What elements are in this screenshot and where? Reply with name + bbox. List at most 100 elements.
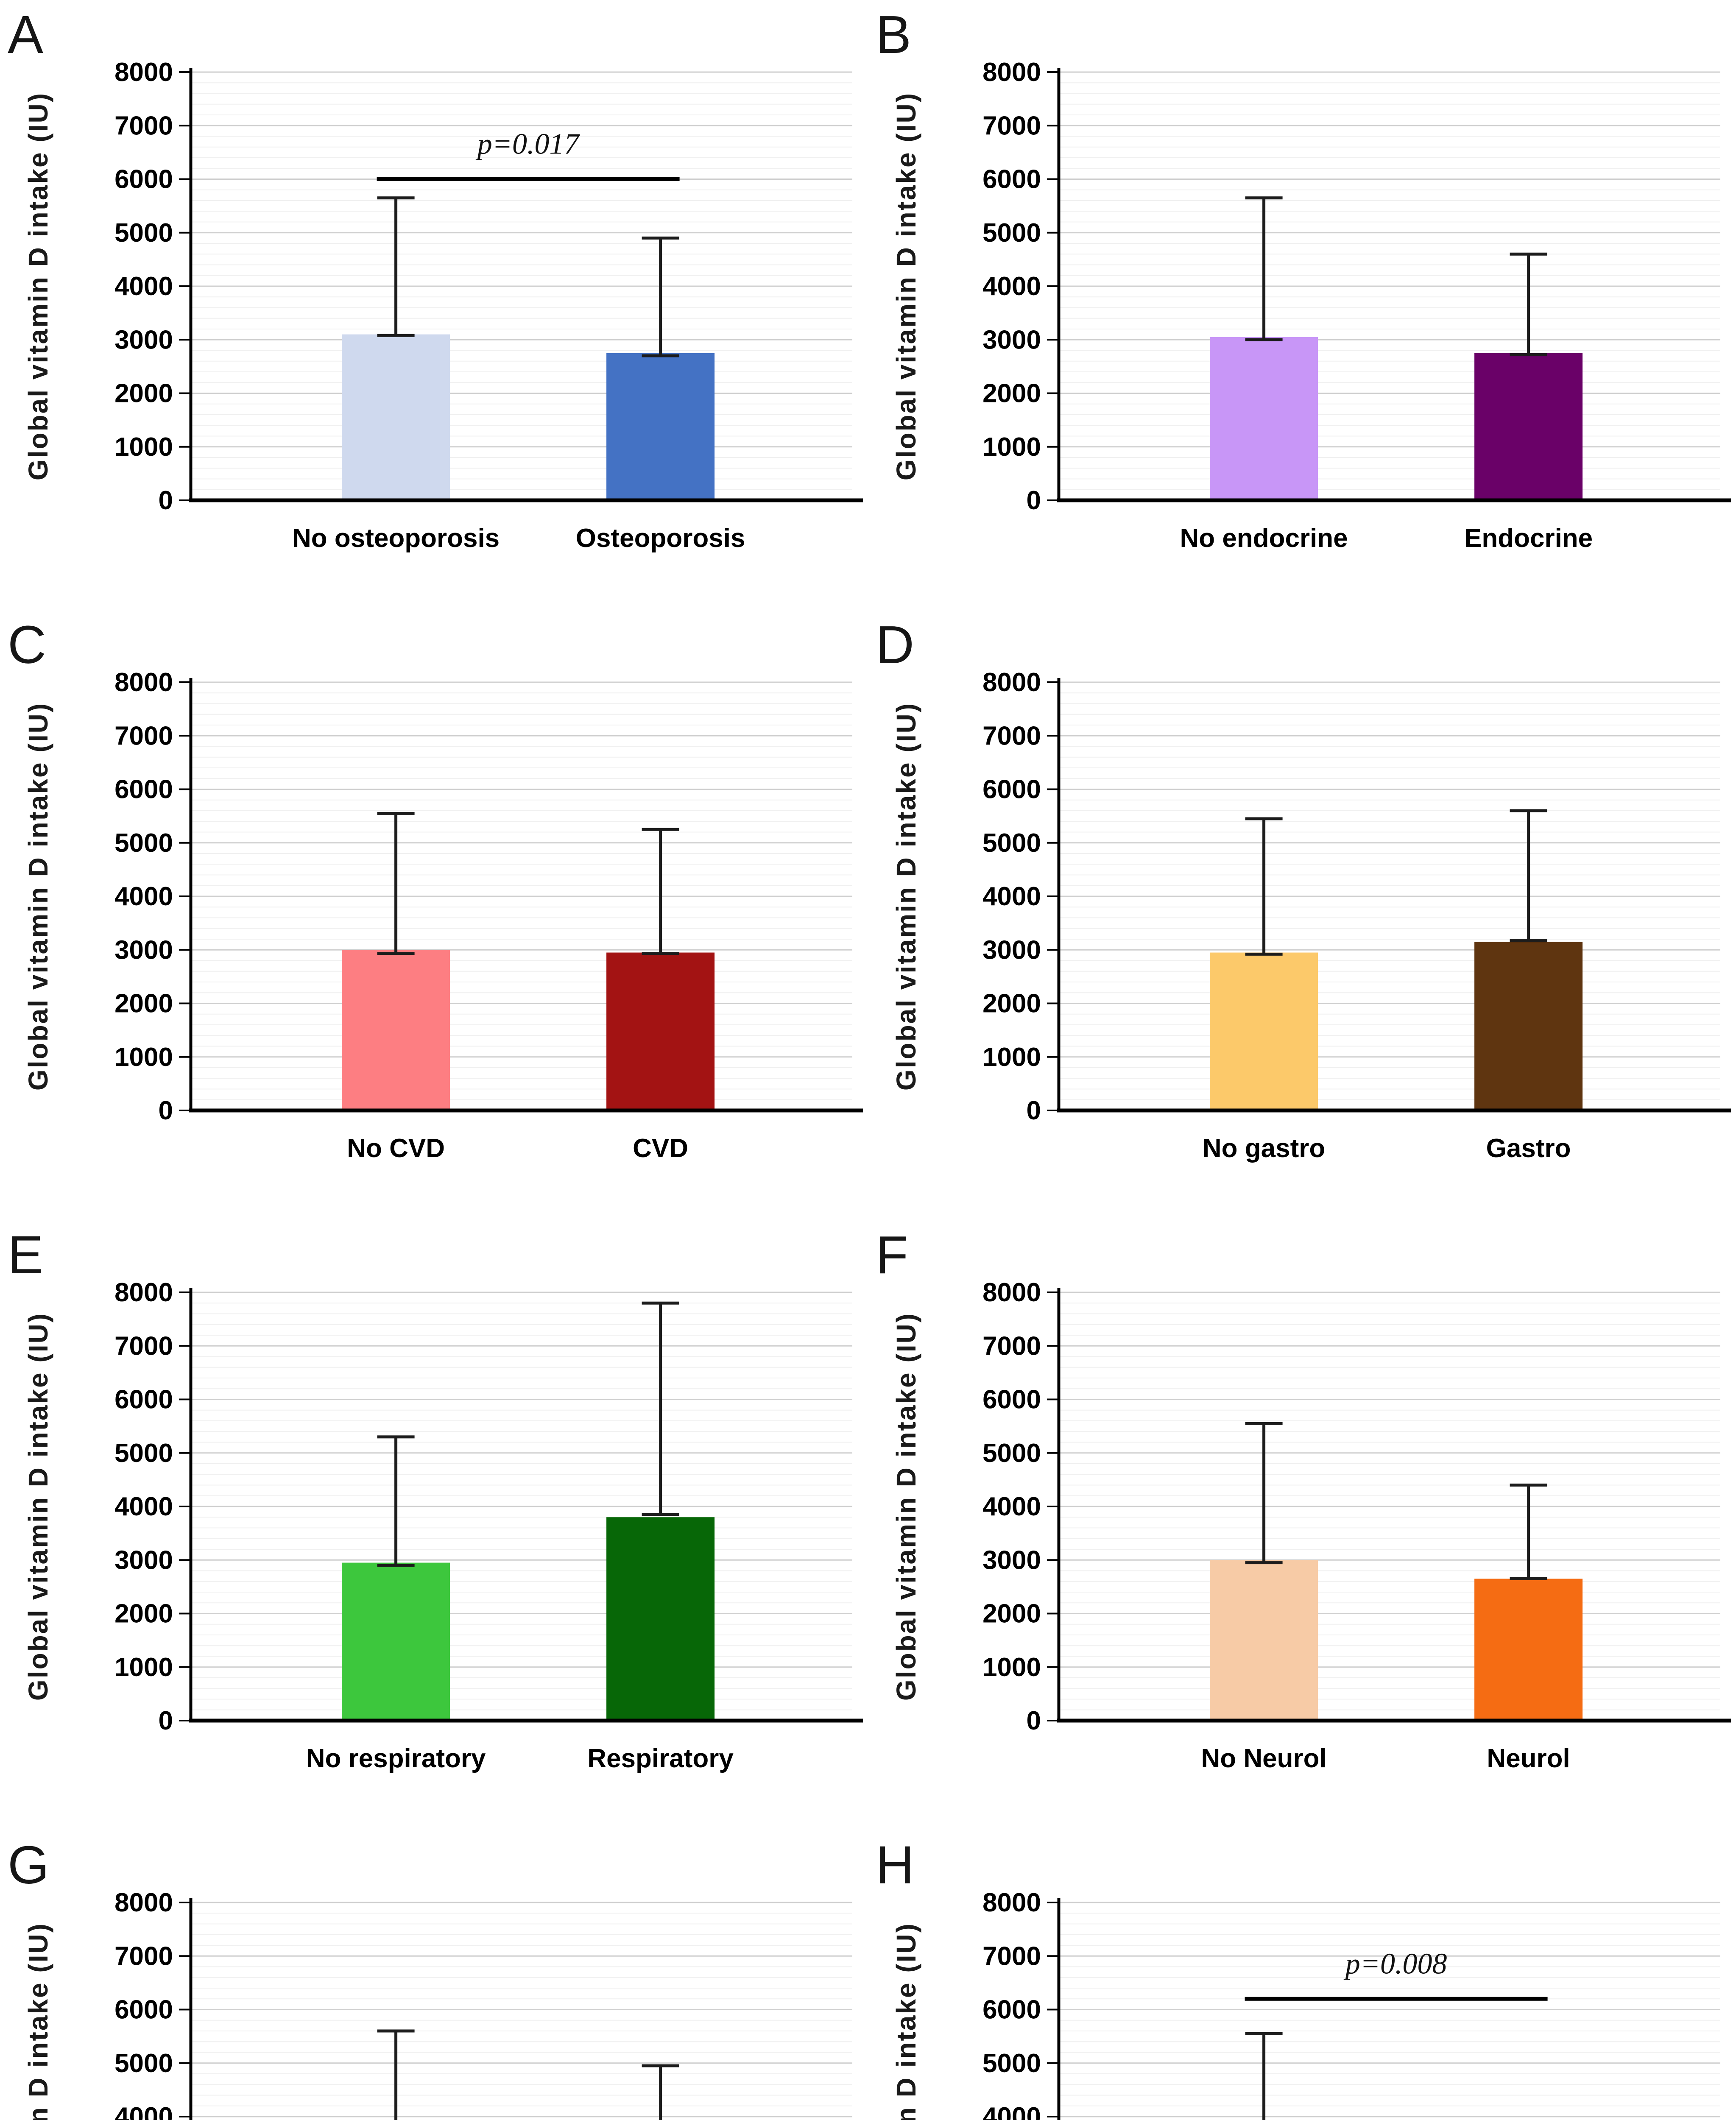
category-label: Respiratory <box>587 1744 734 1773</box>
y-tick-label: 5000 <box>114 2049 173 2078</box>
y-tick-label: 2000 <box>982 1599 1041 1629</box>
y-tick-label: 1000 <box>982 1653 1041 1682</box>
panel-letter: G <box>8 1835 49 1895</box>
panel-chart-a: A Global vitamin D intake (IU) 0 1000 2000 30… <box>8 5 863 553</box>
y-tick-label: 8000 <box>114 58 173 87</box>
p-value-label: p=0.017 <box>475 128 581 161</box>
y-tick-label: 8000 <box>982 668 1041 697</box>
panel-a: A Global vitamin D intake (IU) 0 1000 2000 30… <box>0 0 868 610</box>
bar-neurol <box>1474 1579 1583 1721</box>
y-tick-label: 5000 <box>114 1439 173 1468</box>
p-value-label: p=0.008 <box>1343 1947 1447 1980</box>
category-label: Endocrine <box>1464 524 1593 553</box>
y-tick-label: 4000 <box>982 272 1041 301</box>
y-tick-label: 8000 <box>114 1888 173 1917</box>
y-tick-label: 0 <box>159 1706 173 1735</box>
panel-letter: C <box>8 615 46 675</box>
y-tick-label: 0 <box>159 1096 173 1125</box>
y-axis-title: Global vitamin D intake (IU) <box>23 92 53 480</box>
y-tick-label: 5000 <box>114 828 173 858</box>
bar-no-endocrine <box>1210 337 1318 500</box>
y-tick-label: 3000 <box>114 935 173 965</box>
y-axis-title: Global vitamin D intake (IU) <box>891 92 921 480</box>
panel-letter: E <box>8 1225 43 1285</box>
y-tick-label: 7000 <box>114 111 173 140</box>
y-axis-title: Global vitamin D intake (IU) <box>891 1312 921 1701</box>
y-tick-label: 6000 <box>114 1385 173 1414</box>
y-tick-label: 5000 <box>982 218 1041 248</box>
category-label: Neurol <box>1487 1744 1570 1773</box>
y-tick-label: 3000 <box>982 325 1041 354</box>
y-tick-label: 2000 <box>114 989 173 1018</box>
category-label: No Neurol <box>1201 1744 1326 1773</box>
category-label: Osteoporosis <box>576 524 745 553</box>
y-tick-label: 6000 <box>982 1995 1041 2025</box>
y-tick-label: 3000 <box>982 935 1041 965</box>
y-tick-label: 5000 <box>982 828 1041 858</box>
panel-letter: F <box>876 1225 908 1285</box>
panel-chart-c: C Global vitamin D intake (IU) 0 1000 2000 30… <box>8 615 863 1163</box>
y-tick-label: 1000 <box>114 432 173 462</box>
y-tick-label: 2000 <box>982 379 1041 408</box>
y-tick-label: 6000 <box>982 165 1041 194</box>
y-tick-label: 0 <box>1027 1706 1041 1735</box>
y-tick-label: 7000 <box>982 1331 1041 1361</box>
y-tick-label: 4000 <box>982 2102 1041 2120</box>
y-tick-label: 8000 <box>114 1278 173 1307</box>
y-tick-label: 3000 <box>114 325 173 354</box>
y-tick-label: 7000 <box>982 111 1041 140</box>
category-label: No CVD <box>347 1134 445 1163</box>
bar-osteoporosis <box>606 353 715 500</box>
bar-gastro <box>1474 942 1583 1110</box>
panel-d: D Global vitamin D intake (IU) 0 1000 2000 30… <box>868 610 1736 1220</box>
panel-e: E Global vitamin D intake (IU) 0 1000 2000 30… <box>0 1220 868 1830</box>
y-tick-label: 0 <box>1027 1096 1041 1125</box>
y-tick-label: 4000 <box>114 2102 173 2120</box>
y-tick-label: 2000 <box>114 379 173 408</box>
y-tick-label: 5000 <box>114 218 173 248</box>
category-label: No osteoporosis <box>292 524 500 553</box>
bar-respiratory <box>606 1517 715 1721</box>
y-tick-label: 7000 <box>982 1941 1041 1971</box>
y-tick-label: 4000 <box>114 882 173 911</box>
panel-letter: D <box>876 615 914 675</box>
panel-c: C Global vitamin D intake (IU) 0 1000 2000 30… <box>0 610 868 1220</box>
bar-no-respiratory <box>342 1562 450 1721</box>
panel-chart-e: E Global vitamin D intake (IU) 0 1000 2000 30… <box>8 1225 863 1773</box>
y-tick-label: 7000 <box>114 1331 173 1361</box>
y-tick-label: 6000 <box>114 775 173 804</box>
bar-cvd <box>606 952 715 1110</box>
y-tick-label: 2000 <box>114 1599 173 1629</box>
y-tick-label: 1000 <box>114 1043 173 1072</box>
y-tick-label: 0 <box>159 486 173 515</box>
y-tick-label: 7000 <box>114 1941 173 1971</box>
y-tick-label: 7000 <box>114 721 173 750</box>
y-tick-label: 7000 <box>982 721 1041 750</box>
category-label: No gastro <box>1203 1134 1325 1163</box>
category-label: No endocrine <box>1180 524 1348 553</box>
y-axis-title: Global vitamin D intake (IU) <box>23 1312 53 1701</box>
category-label: CVD <box>633 1134 688 1163</box>
y-tick-label: 8000 <box>982 1278 1041 1307</box>
y-tick-label: 5000 <box>982 1439 1041 1468</box>
y-tick-label: 8000 <box>114 668 173 697</box>
y-tick-label: 5000 <box>982 2049 1041 2078</box>
y-tick-label: 8000 <box>982 58 1041 87</box>
y-tick-label: 6000 <box>114 165 173 194</box>
y-axis-title: Global vitamin D intake (IU) <box>891 702 921 1091</box>
y-axis-title: Global vitamin D intake (IU) <box>23 702 53 1091</box>
y-tick-label: 3000 <box>114 1545 173 1575</box>
category-label: Gastro <box>1486 1134 1571 1163</box>
y-tick-label: 3000 <box>982 1545 1041 1575</box>
y-tick-label: 1000 <box>982 1043 1041 1072</box>
category-label: No respiratory <box>306 1744 486 1773</box>
y-tick-label: 0 <box>1027 486 1041 515</box>
panel-chart-d: D Global vitamin D intake (IU) 0 1000 2000 30… <box>876 615 1731 1163</box>
y-tick-label: 2000 <box>982 989 1041 1018</box>
panel-f: F Global vitamin D intake (IU) 0 1000 2000 30… <box>868 1220 1736 1830</box>
y-tick-label: 4000 <box>982 882 1041 911</box>
y-tick-label: 4000 <box>982 1492 1041 1521</box>
